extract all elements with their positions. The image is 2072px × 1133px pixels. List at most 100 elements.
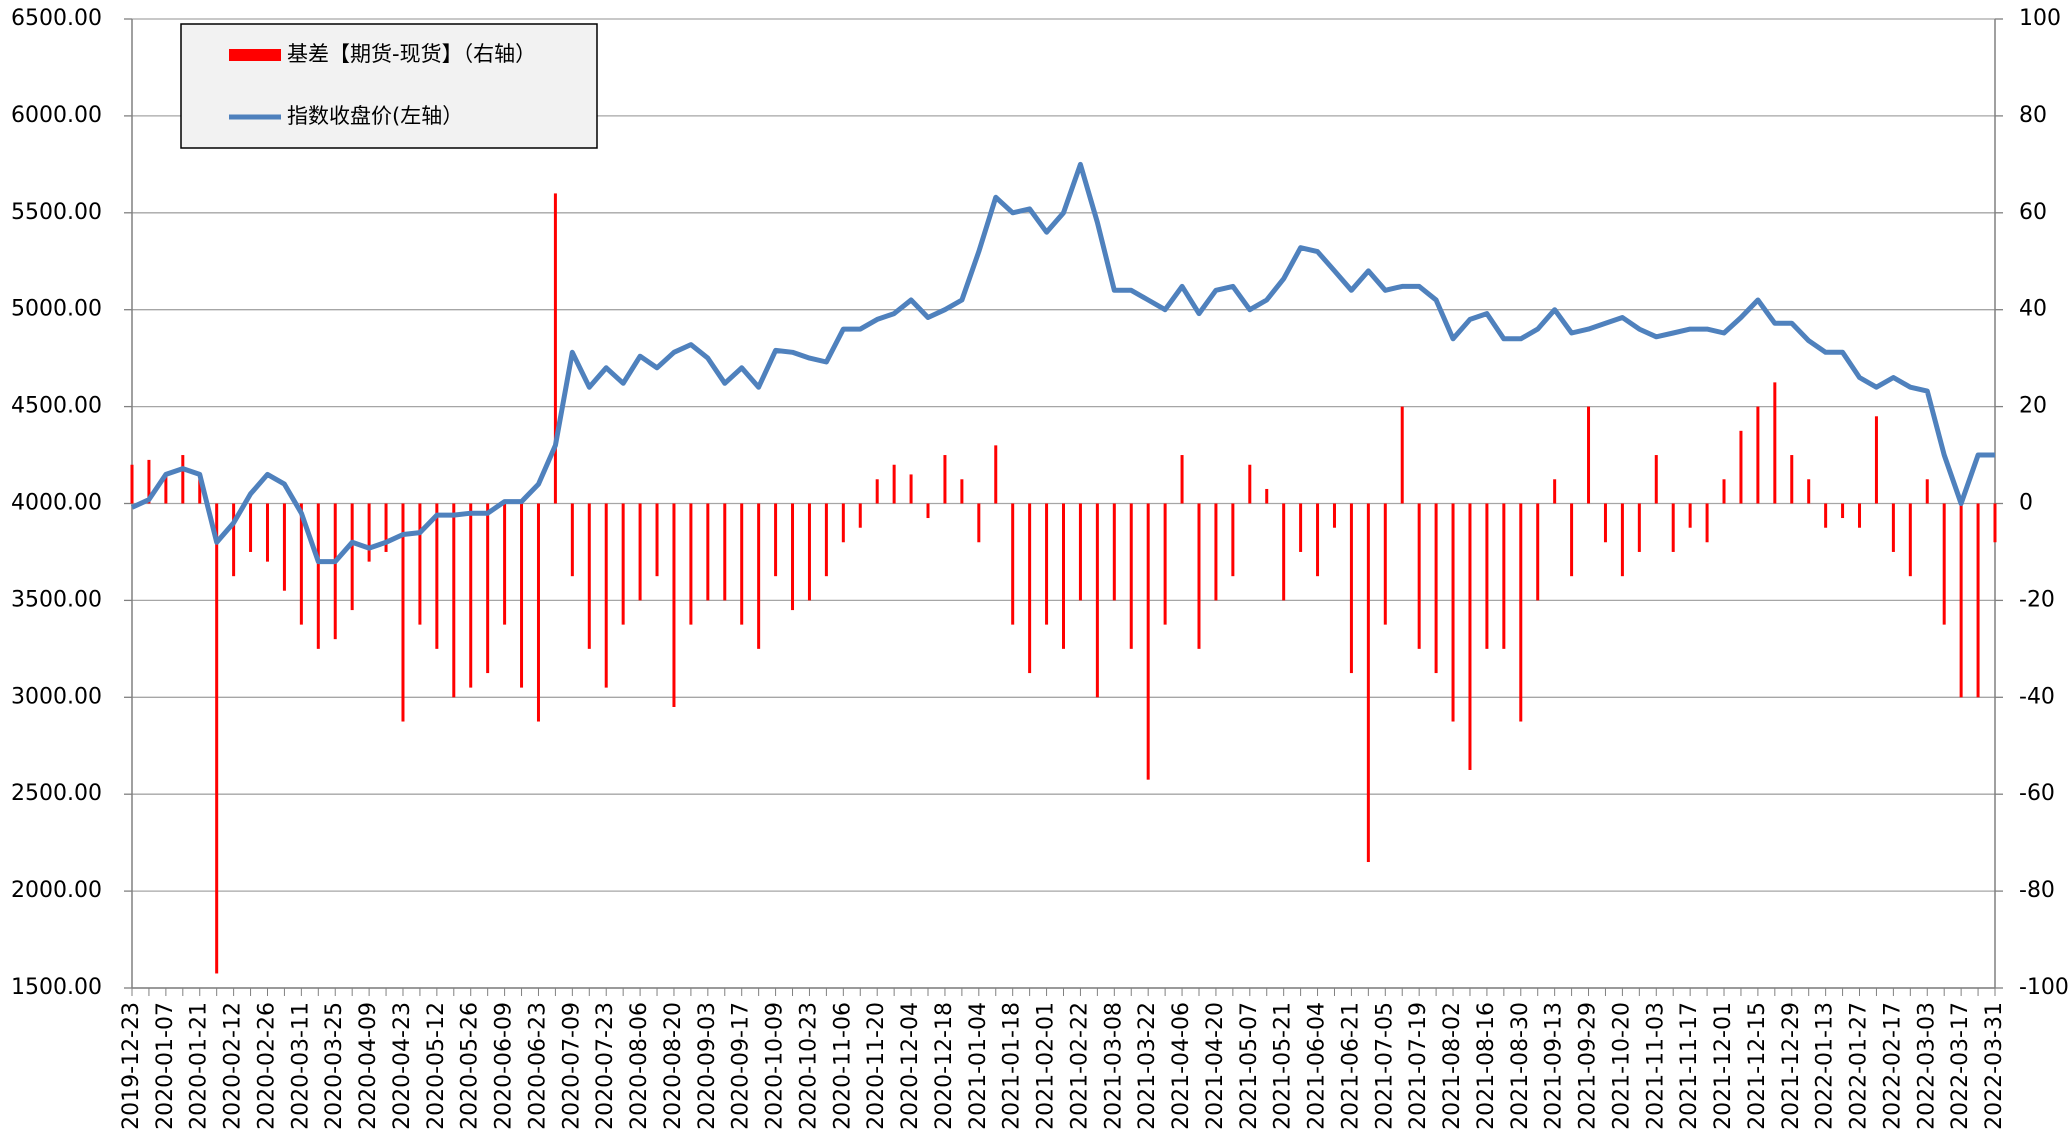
line (130, 161, 1995, 565)
bar (740, 503, 744, 625)
bar (672, 503, 676, 707)
bar (1502, 503, 1506, 649)
bar (503, 503, 507, 625)
y-tick-label: 3500.00 (11, 587, 102, 612)
x-tick-label: 2021-08-30 (1508, 1002, 1533, 1130)
x-tick-label: 2021-08-16 (1474, 1002, 1499, 1130)
x-tick-label: 2020-01-07 (153, 1002, 178, 1130)
bar (435, 503, 439, 649)
x-tick-label: 2021-03-22 (1135, 1002, 1160, 1130)
x-tick-label: 2021-07-05 (1372, 1002, 1397, 1130)
legend-swatch (229, 49, 281, 61)
bar (1299, 503, 1303, 552)
bar (299, 503, 303, 625)
bar (1824, 503, 1828, 528)
bar (1570, 503, 1574, 577)
bar (892, 464, 896, 504)
bar (807, 503, 811, 601)
x-tick-label: 2022-01-13 (1813, 1002, 1838, 1130)
x-tick-label: 2020-07-23 (593, 1002, 618, 1130)
bar (1062, 503, 1065, 649)
bar (418, 503, 422, 625)
bar (706, 503, 710, 601)
bar (1553, 479, 1557, 504)
x-tick-label: 2021-07-19 (1406, 1002, 1431, 1130)
bar (994, 445, 998, 504)
bar (1874, 416, 1878, 504)
bar (689, 503, 693, 625)
bar (1095, 503, 1099, 698)
bar (858, 503, 862, 528)
bar (977, 503, 981, 543)
x-tick-label: 2021-09-29 (1576, 1002, 1601, 1130)
y2-tick-label: 60 (2019, 200, 2047, 225)
x-tick-label: 2020-01-21 (187, 1002, 212, 1130)
bar (655, 503, 659, 577)
bar (536, 503, 540, 722)
bar (1790, 455, 1794, 504)
bar (1807, 479, 1811, 504)
bar (841, 503, 845, 543)
x-tick-label: 2021-06-04 (1305, 1002, 1330, 1130)
x-tick-label: 2020-06-23 (525, 1002, 550, 1130)
bar (909, 474, 913, 504)
x-tick-label: 2020-04-09 (356, 1002, 381, 1130)
y2-tick-label: 0 (2019, 491, 2033, 516)
x-tick-label: 2020-02-26 (254, 1002, 279, 1130)
bar (520, 503, 524, 688)
x-tick-label: 2020-03-11 (288, 1002, 313, 1130)
bar (1993, 503, 1997, 543)
bar (147, 459, 151, 504)
y2-tick-label: 40 (2019, 297, 2047, 322)
bar (604, 503, 608, 688)
x-tick-label: 2019-12-23 (119, 1002, 144, 1130)
bar (1231, 503, 1235, 577)
bar (1248, 464, 1252, 504)
x-tick-label: 2021-11-03 (1643, 1002, 1668, 1130)
bar (926, 503, 930, 519)
bar (401, 503, 405, 722)
bar (1688, 503, 1692, 528)
y-tick-label: 2500.00 (11, 781, 102, 806)
bar (1485, 503, 1489, 649)
y2-tick-label: 20 (2019, 394, 2047, 419)
bar (960, 479, 964, 504)
x-tick-label: 2021-12-15 (1745, 1002, 1770, 1130)
y-tick-label: 2000.00 (11, 878, 102, 903)
bar (1722, 479, 1726, 504)
bar (1180, 455, 1184, 504)
bar (333, 503, 337, 640)
bar (757, 503, 761, 649)
bar (1756, 406, 1760, 504)
x-tick-label: 2020-08-20 (661, 1002, 686, 1130)
x-tick-label: 2020-12-18 (932, 1002, 957, 1130)
bar (570, 503, 574, 577)
x-tick-label: 2020-09-03 (695, 1002, 720, 1130)
x-tick-label: 2021-03-08 (1101, 1002, 1126, 1130)
bar (1349, 503, 1353, 674)
y2-tick-label: 100 (2019, 6, 2061, 31)
bar (265, 503, 269, 562)
bar (1925, 479, 1929, 504)
x-tick-label: 2020-09-17 (729, 1002, 754, 1130)
legend-label: 基差【期货-现货】（右轴） (287, 42, 536, 66)
bar (1841, 503, 1845, 519)
x-tick-label: 2021-05-07 (1237, 1002, 1262, 1130)
x-tick-label: 2020-05-26 (458, 1002, 483, 1130)
bar (1773, 382, 1777, 504)
x-tick-label: 2020-06-09 (492, 1002, 517, 1130)
y-tick-label: 4500.00 (11, 394, 102, 419)
bar (621, 503, 625, 625)
bar (1908, 503, 1912, 577)
bar (1942, 503, 1946, 625)
bar (1451, 503, 1455, 722)
y-tick-label: 6000.00 (11, 103, 102, 128)
x-tick-label: 2020-11-20 (864, 1002, 889, 1130)
x-tick-label: 2021-02-01 (1034, 1002, 1059, 1130)
x-tick-label: 2022-01-27 (1847, 1002, 1872, 1130)
y2-tick-label: -20 (2019, 587, 2055, 612)
x-tick-label: 2021-12-01 (1711, 1002, 1736, 1130)
bar (316, 503, 320, 649)
bar (638, 503, 642, 601)
